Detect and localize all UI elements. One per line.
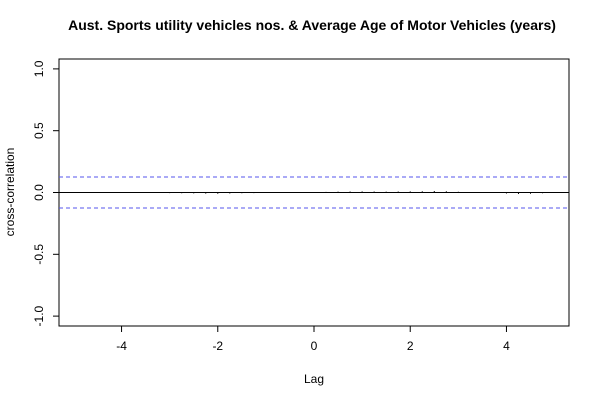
y-tick-label: -0.5 [32, 244, 46, 265]
y-tick-label: 0.0 [32, 184, 46, 201]
x-axis: -4 -2 0 2 4 [116, 326, 510, 353]
x-tick-label: 4 [503, 339, 510, 353]
y-tick-label: 0.5 [32, 122, 46, 139]
chart-title: Aust. Sports utility vehicles nos. & Ave… [68, 17, 556, 33]
x-tick-label: 0 [311, 339, 318, 353]
x-axis-label: Lag [304, 372, 324, 386]
reference-lines [59, 176, 569, 209]
y-axis: -1.0 -0.5 0.0 0.5 1.0 [32, 60, 59, 326]
y-tick-label: -1.0 [32, 305, 46, 326]
x-tick-label: -4 [116, 339, 127, 353]
x-tick-label: 2 [407, 339, 414, 353]
x-tick-label: -2 [212, 339, 223, 353]
y-tick-label: 1.0 [32, 60, 46, 77]
y-axis-label: cross-correlation [3, 148, 17, 237]
